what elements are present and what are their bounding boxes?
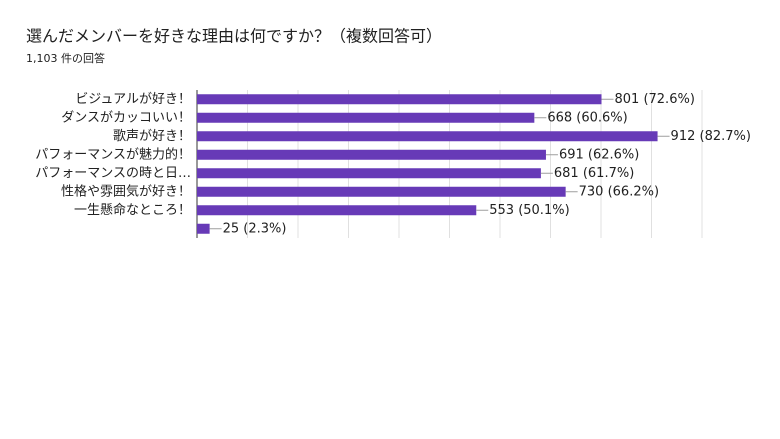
- y-tick-label: ダンスがカッコいい！: [61, 110, 191, 125]
- bar: [197, 131, 658, 142]
- y-tick-label: ビジュアルが好き！: [75, 92, 191, 107]
- value-label: 801 (72.6%): [615, 92, 695, 107]
- bar: [197, 112, 535, 123]
- y-tick-label: 歌声が好き！: [113, 129, 191, 144]
- value-label: 553 (50.1%): [489, 203, 569, 218]
- bar: [197, 186, 566, 197]
- chart-subtitle: 1,103 件の回答: [26, 51, 105, 65]
- value-label: 730 (66.2%): [579, 184, 659, 199]
- chart-title: 選んだメンバーを好きな理由は何ですか？（複数回答可）: [26, 27, 442, 46]
- value-label: 668 (60.6%): [547, 110, 627, 125]
- bar: [197, 94, 602, 105]
- bar: [197, 149, 546, 160]
- bar: [197, 205, 477, 216]
- value-label: 912 (82.7%): [671, 129, 751, 144]
- y-tick-label: 一生懸命なところ！: [74, 202, 191, 218]
- y-tick-label: 性格や雰囲気が好き！: [61, 183, 191, 199]
- y-tick-label: パフォーマンスの時と日…: [35, 166, 191, 181]
- bar: [197, 168, 541, 179]
- bar: [197, 223, 210, 234]
- value-label: 691 (62.6%): [559, 147, 639, 162]
- y-tick-label: パフォーマンスが魅力的！: [35, 146, 191, 162]
- value-label: 681 (61.7%): [554, 166, 634, 181]
- value-label: 25 (2.3%): [223, 221, 287, 236]
